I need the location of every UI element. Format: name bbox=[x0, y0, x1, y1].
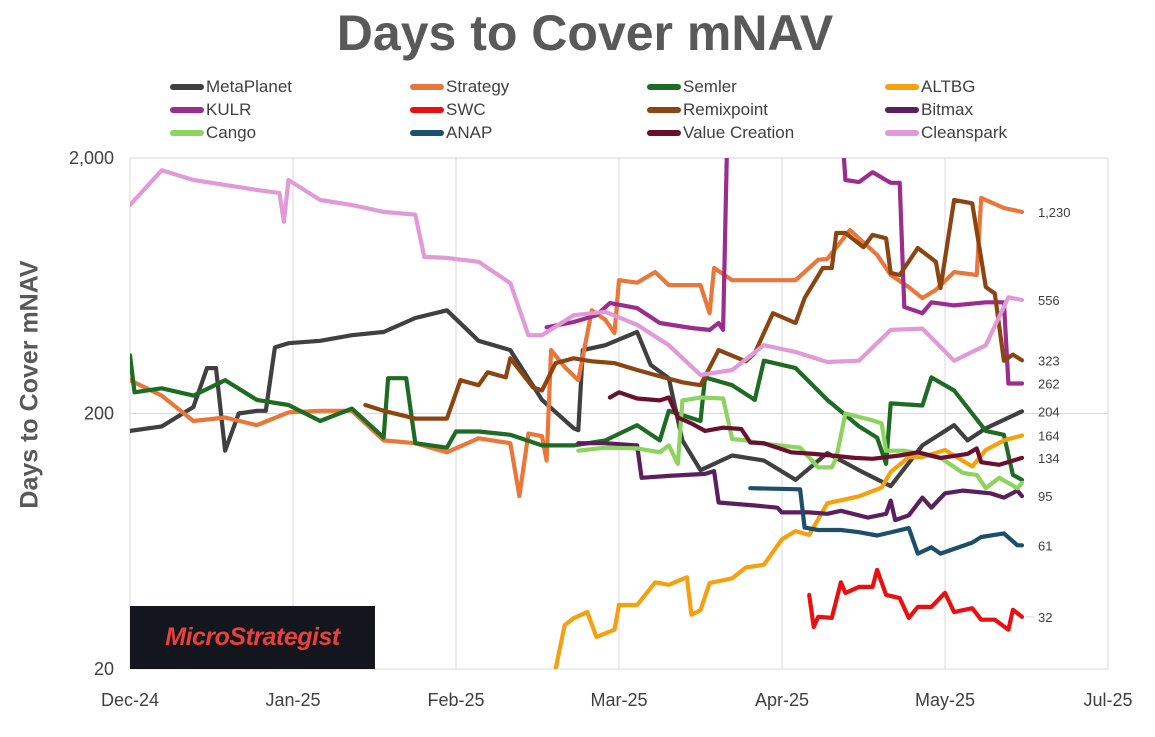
end-label-remixpoint: 323 bbox=[1038, 353, 1060, 368]
legend-item-value-creation: Value Creation bbox=[647, 122, 885, 143]
legend-label: Cango bbox=[206, 122, 257, 142]
legend-swatch bbox=[647, 106, 681, 113]
series-line-metaplanet bbox=[130, 308, 1025, 489]
legend-item-bitmax: Bitmax bbox=[885, 99, 1125, 120]
end-label-metaplanet: 204 bbox=[1038, 404, 1060, 419]
series-line-value-creation bbox=[607, 390, 1025, 467]
legend-swatch bbox=[410, 83, 444, 90]
legend-label: Value Creation bbox=[683, 122, 795, 142]
legend-item-cleanspark: Cleanspark bbox=[885, 122, 1125, 143]
series-line-remixpoint bbox=[363, 197, 1025, 421]
x-tick-label: Feb-25 bbox=[427, 690, 484, 710]
legend-swatch bbox=[885, 129, 919, 136]
y-tick-label: 200 bbox=[84, 404, 114, 424]
legend-label: SWC bbox=[446, 99, 486, 119]
legend-item-metaplanet: MetaPlanet bbox=[170, 76, 410, 97]
legend-swatch bbox=[885, 106, 919, 113]
legend-item-swc: SWC bbox=[410, 99, 647, 120]
y-tick-label: 20 bbox=[94, 659, 114, 679]
end-label-kulr: 262 bbox=[1038, 377, 1060, 392]
legend-label: KULR bbox=[206, 99, 252, 119]
legend-item-kulr: KULR bbox=[170, 99, 410, 120]
x-tick-label: Jul-25 bbox=[1083, 690, 1132, 710]
legend-label: MetaPlanet bbox=[206, 76, 292, 96]
series-line-semler bbox=[130, 353, 1025, 482]
legend-swatch bbox=[885, 83, 919, 90]
legend-item-altbg: ALTBG bbox=[885, 76, 1125, 97]
legend-label: Semler bbox=[683, 76, 737, 96]
end-value-labels: 204 1,230 164 262 32 323 95 61 134 556 bbox=[1025, 205, 1071, 625]
x-tick-label: Dec-24 bbox=[101, 690, 159, 710]
logo-text: MicroStrategist bbox=[165, 623, 340, 651]
series-line-cleanspark bbox=[130, 168, 1025, 378]
x-tick-label: May-25 bbox=[915, 690, 975, 710]
x-axis-ticks: Dec-24 Jan-25 Feb-25 Mar-25 Apr-25 May-25 Jul-… bbox=[101, 690, 1133, 710]
legend-item-remixpoint: Remixpoint bbox=[647, 99, 885, 120]
end-label-strategy: 1,230 bbox=[1038, 205, 1071, 220]
legend-swatch bbox=[647, 129, 681, 136]
series-line-cango bbox=[576, 395, 1025, 491]
end-label-cleanspark: 556 bbox=[1038, 293, 1060, 308]
legend-item-anap: ANAP bbox=[410, 122, 647, 143]
x-tick-label: Jan-25 bbox=[265, 690, 320, 710]
series-line-bitmax bbox=[576, 441, 1025, 523]
end-label-swc: 32 bbox=[1038, 610, 1052, 625]
end-label-value-creation: 134 bbox=[1038, 451, 1060, 466]
legend-label: Remixpoint bbox=[683, 99, 769, 119]
gridlines bbox=[129, 157, 1109, 670]
legend-swatch bbox=[410, 129, 444, 136]
legend-swatch bbox=[647, 83, 681, 90]
x-tick-label: Apr-25 bbox=[755, 690, 809, 710]
series-line-swc bbox=[807, 567, 1025, 632]
chart-title: Days to Cover mNAV bbox=[336, 5, 834, 61]
y-tick-label: 2,000 bbox=[69, 148, 114, 168]
legend-swatch bbox=[410, 106, 444, 113]
end-label-bitmax: 95 bbox=[1038, 489, 1052, 504]
legend: MetaPlanet Strategy Semler ALTBG KULR SWC Remi… bbox=[170, 76, 1130, 143]
legend-swatch bbox=[170, 83, 204, 90]
legend-item-strategy: Strategy bbox=[410, 76, 647, 97]
y-axis-ticks: 20 200 2,000 bbox=[69, 148, 114, 679]
end-label-altbg: 164 bbox=[1038, 429, 1060, 444]
series-line-altbg bbox=[553, 433, 1025, 669]
legend-label: ALTBG bbox=[921, 76, 976, 96]
end-label-anap: 61 bbox=[1038, 538, 1052, 553]
legend-label: ANAP bbox=[446, 122, 493, 142]
series-line-kulr bbox=[544, 158, 1025, 386]
microstrategist-logo: MicroStrategist bbox=[130, 606, 375, 669]
legend-item-cango: Cango bbox=[170, 122, 410, 143]
legend-swatch bbox=[170, 129, 204, 136]
legend-item-semler: Semler bbox=[647, 76, 885, 97]
legend-label: Bitmax bbox=[921, 99, 973, 119]
legend-swatch bbox=[170, 106, 204, 113]
legend-label: Cleanspark bbox=[921, 122, 1007, 142]
series-lines bbox=[130, 158, 1025, 669]
legend-label: Strategy bbox=[446, 76, 510, 96]
series-line-anap bbox=[748, 486, 1025, 556]
x-tick-label: Mar-25 bbox=[590, 690, 647, 710]
